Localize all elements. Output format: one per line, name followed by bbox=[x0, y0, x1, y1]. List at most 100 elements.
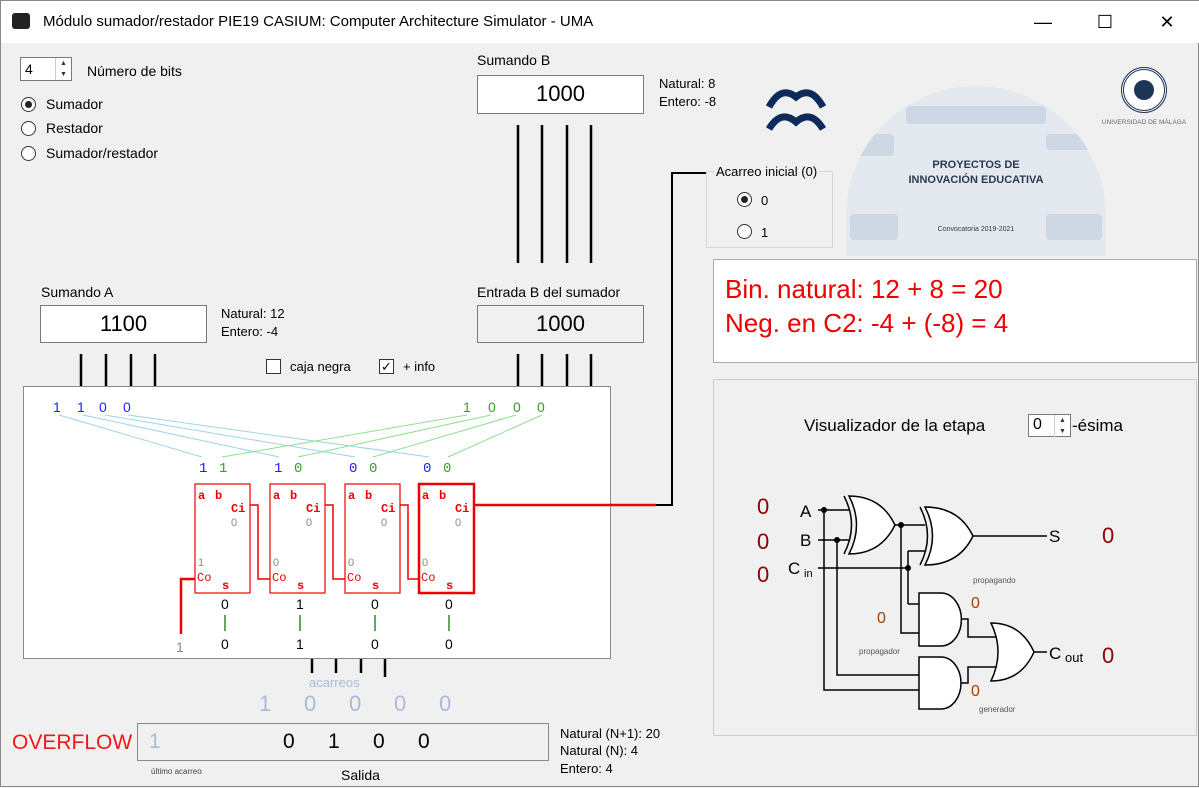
bits-value: 4 bbox=[25, 61, 33, 77]
stage-output: 0 bbox=[371, 636, 379, 652]
close-button[interactable]: ✕ bbox=[1159, 12, 1175, 32]
lbl-a: A bbox=[800, 502, 812, 521]
b-bit: 0 bbox=[537, 399, 545, 415]
visualizer-panel bbox=[713, 379, 1197, 736]
visualizer-suffix: -ésima bbox=[1072, 416, 1124, 435]
overflow-indicator: OVERFLOW bbox=[12, 731, 133, 754]
info-checkbox[interactable]: ✓ bbox=[379, 359, 394, 374]
radio-acarreo-1-label: 1 bbox=[761, 225, 769, 240]
lbl-b: B bbox=[800, 531, 811, 550]
radio-sumador-restador[interactable] bbox=[21, 146, 36, 161]
lbl-cout-out: out bbox=[1065, 650, 1083, 665]
and-gate-propagador bbox=[918, 592, 963, 647]
pin-b: b bbox=[215, 489, 222, 503]
radio-sumador-restador-label: Sumador/restador bbox=[46, 145, 159, 161]
vis-gen-val: 0 bbox=[971, 683, 980, 700]
result-panel bbox=[713, 259, 1197, 363]
stage-output: 1 bbox=[296, 636, 304, 652]
radio-sumador[interactable] bbox=[21, 97, 36, 112]
vis-in-b: 0 bbox=[757, 529, 769, 554]
stage-input-a: 1 bbox=[199, 461, 207, 477]
stage-value: 0 bbox=[1033, 416, 1042, 433]
word-cloud-shape bbox=[906, 106, 1046, 124]
spin-arrows-icon[interactable]: ▲ ▼ bbox=[55, 58, 71, 80]
lbl-propagando: propagando bbox=[973, 576, 1016, 585]
entero-out: Entero: 4 bbox=[560, 761, 613, 776]
stage-spinner[interactable]: 0 ▲ ▼ bbox=[1028, 414, 1071, 437]
stage-ci-value: 0 bbox=[455, 517, 461, 529]
stage-sum: 1 bbox=[296, 596, 304, 612]
or-gate bbox=[989, 622, 1035, 682]
lbl-generador: generador bbox=[979, 705, 1016, 714]
sumando-b-natural: Natural: 8 bbox=[659, 76, 716, 91]
pin-co: Co bbox=[421, 571, 435, 585]
circuit-canvas bbox=[23, 386, 611, 659]
word-cloud-shape bbox=[854, 134, 894, 156]
stage-input-b: 0 bbox=[443, 461, 451, 477]
sumando-b-input[interactable]: 1000 bbox=[477, 75, 644, 114]
uma-logo: UNIVERSIDAD DE MÁLAGA bbox=[1096, 67, 1192, 126]
result-c2: Neg. en C2: -4 + (-8) = 4 bbox=[725, 308, 1009, 338]
pin-a: a bbox=[198, 489, 205, 503]
radio-restador[interactable] bbox=[21, 121, 36, 136]
vis-prop-val: 0 bbox=[877, 610, 886, 627]
pin-ci: Ci bbox=[455, 502, 469, 516]
output-box bbox=[137, 723, 549, 761]
pin-s: s bbox=[372, 579, 379, 593]
maximize-button[interactable]: ☐ bbox=[1096, 12, 1114, 32]
entrada-b-display: 1000 bbox=[477, 305, 644, 343]
window-title: Módulo sumador/restador PIE19 CASIUM: Co… bbox=[43, 13, 594, 30]
pin-a: a bbox=[273, 489, 280, 503]
output-bit: 0 bbox=[418, 730, 430, 753]
arquitectura-logo bbox=[761, 67, 831, 137]
stage-output: 0 bbox=[221, 636, 229, 652]
word-cloud-shape bbox=[1046, 134, 1094, 150]
acarreo-bit: 1 bbox=[259, 691, 272, 716]
acarreo-bit: 0 bbox=[394, 691, 407, 716]
vis-in-a: 0 bbox=[757, 494, 769, 519]
a-bit: 0 bbox=[123, 399, 131, 415]
b-bit: 1 bbox=[463, 399, 471, 415]
full-adder-box bbox=[269, 483, 326, 594]
pie-logo-title: PROYECTOS DE INNOVACIÓN EDUCATIVA bbox=[908, 159, 1044, 186]
natural-n: Natural (N): 4 bbox=[560, 743, 639, 758]
sumando-a-input[interactable]: 1100 bbox=[40, 305, 207, 343]
pin-s: s bbox=[446, 579, 453, 593]
full-adder-box bbox=[417, 482, 476, 595]
lbl-s: S bbox=[1049, 527, 1060, 546]
xor-gate-1 bbox=[847, 495, 896, 555]
b-bit: 0 bbox=[488, 399, 496, 415]
stage-sum: 0 bbox=[371, 596, 379, 612]
radio-sumador-label: Sumador bbox=[46, 96, 103, 112]
natural-n1: Natural (N+1): 20 bbox=[560, 726, 661, 741]
stage-co-value: 0 bbox=[273, 557, 279, 569]
final-carry-wire bbox=[179, 577, 195, 634]
stage-ci-value: 0 bbox=[306, 517, 312, 529]
bits-spinner[interactable]: 4 ▲ ▼ bbox=[20, 57, 72, 81]
pin-ci: Ci bbox=[381, 502, 395, 516]
vis-s: 0 bbox=[1102, 523, 1114, 548]
arquitectura-logo-mark bbox=[765, 89, 827, 131]
vis-in-cin: 0 bbox=[757, 562, 769, 587]
pin-ci: Ci bbox=[306, 502, 320, 516]
output-bits: 0 1 0 0 bbox=[283, 730, 463, 754]
full-adder-box bbox=[344, 483, 401, 594]
pin-s: s bbox=[297, 579, 304, 593]
acarreo-bit: 0 bbox=[439, 691, 452, 716]
acarreos-bits: 1 0 0 0 0 bbox=[259, 691, 484, 717]
radio-acarreo-1[interactable] bbox=[737, 224, 752, 239]
caja-negra-checkbox[interactable] bbox=[266, 359, 281, 374]
last-carry-label: último acarreo bbox=[151, 767, 202, 776]
result-natural: Bin. natural: 12 + 8 = 20 bbox=[725, 274, 1003, 304]
last-carry: 1 bbox=[149, 730, 161, 753]
final-carry: 1 bbox=[176, 639, 184, 655]
lbl-c: C bbox=[788, 559, 800, 578]
minimize-button[interactable]: — bbox=[1034, 12, 1052, 32]
pin-co: Co bbox=[347, 571, 361, 585]
carry-wire bbox=[325, 504, 345, 580]
spin-arrows-icon[interactable]: ▲ ▼ bbox=[1054, 415, 1070, 437]
radio-acarreo-0[interactable] bbox=[737, 192, 752, 207]
a-bit: 1 bbox=[53, 399, 61, 415]
sumando-b-label: Sumando B bbox=[477, 52, 551, 68]
